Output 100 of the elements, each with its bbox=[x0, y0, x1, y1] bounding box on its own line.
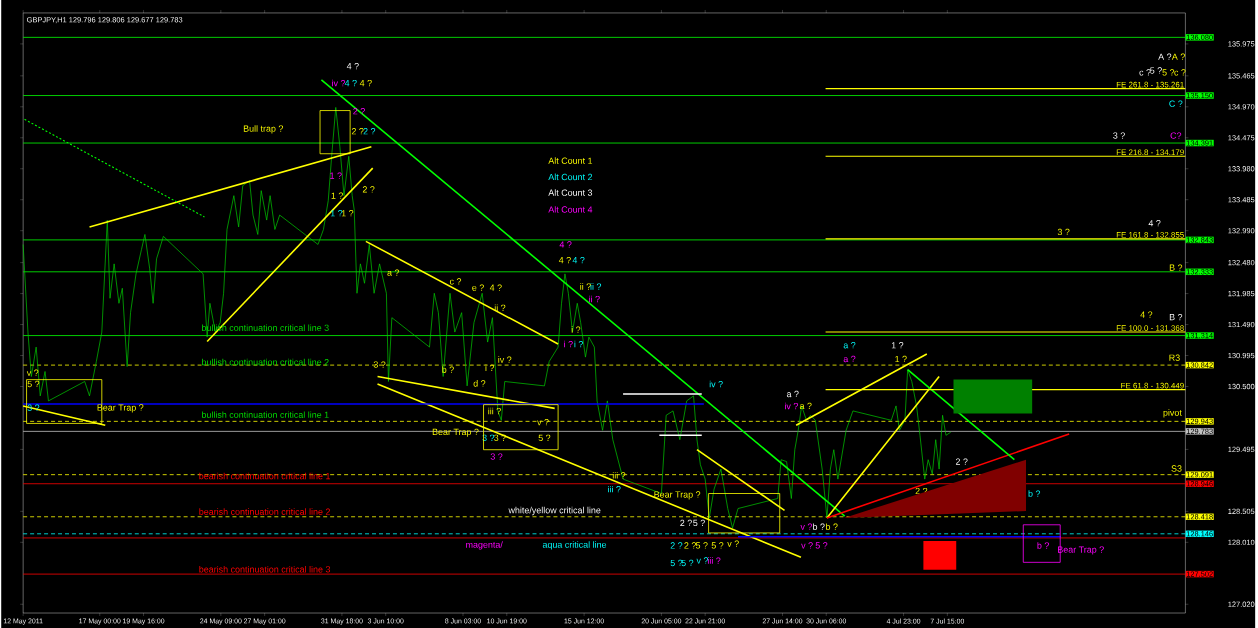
annotation: 5 ? bbox=[670, 559, 683, 567]
annotation: 5 ? bbox=[815, 542, 828, 549]
annotation: 2 ? bbox=[670, 542, 683, 549]
annotation: 2 ? bbox=[351, 128, 364, 135]
annotation: a ? bbox=[387, 269, 400, 276]
annotation: Bull trap ? bbox=[243, 125, 284, 134]
annotation: 1 ? bbox=[341, 209, 354, 217]
line-series bbox=[22, 107, 952, 529]
annotation: 5 ? bbox=[1162, 69, 1175, 76]
annotation: iii ? bbox=[608, 485, 621, 493]
annotation: ii ? bbox=[590, 283, 602, 290]
annotation: Alt Count 1 bbox=[548, 157, 593, 164]
annotation: 4 ? bbox=[346, 62, 359, 70]
annotation: 5 ? bbox=[711, 542, 724, 549]
annotation: 1 ? bbox=[330, 209, 343, 217]
annotation: bullish continuation critical line 2 bbox=[202, 358, 329, 366]
annotation: 4 ? bbox=[572, 256, 585, 264]
annotation: Alt Count 4 bbox=[548, 206, 593, 213]
annotation: 1 ? bbox=[895, 355, 907, 363]
annotation: a ? bbox=[843, 355, 856, 363]
annotation: B ? bbox=[1169, 313, 1183, 321]
annotation: 2 ? bbox=[362, 186, 375, 193]
annotation: i ? bbox=[485, 364, 495, 371]
annotation: Bear Trap ? bbox=[432, 428, 479, 437]
annotation: Alt Count 2 bbox=[548, 173, 593, 181]
annotation: 4 ? bbox=[359, 79, 372, 87]
annotation: B ? bbox=[1169, 264, 1183, 271]
annotation: 3 ? bbox=[490, 453, 503, 460]
annotation: 4 ? bbox=[559, 241, 572, 248]
annotation: i ? bbox=[571, 326, 581, 333]
annotation: b ? bbox=[813, 523, 825, 530]
annotation: 5 ? bbox=[27, 380, 40, 388]
annotation: ii ? bbox=[589, 295, 600, 303]
annotation: 2 ? bbox=[684, 542, 696, 549]
annotation: white/yellow critical line bbox=[508, 506, 601, 516]
annotation: i ? bbox=[574, 340, 583, 348]
annotation: bearish continuation critical line 1 bbox=[199, 472, 330, 480]
annotation: b ? bbox=[1028, 490, 1041, 497]
annotation: R3 bbox=[1169, 354, 1180, 361]
annotation: 4 ? bbox=[489, 284, 502, 291]
annotation: 4 ? bbox=[1140, 311, 1153, 318]
annotation: magenta/ bbox=[466, 541, 503, 550]
annotation: 3 ? bbox=[482, 434, 495, 441]
annotation: 3 ? bbox=[1057, 228, 1070, 236]
annotation: C? bbox=[1170, 132, 1182, 139]
annotation: e ? bbox=[472, 284, 484, 291]
annotation: a ? bbox=[843, 341, 856, 349]
annotation: 3 ? bbox=[373, 361, 386, 368]
annotation: a ? bbox=[799, 402, 812, 410]
annotation: ii ? bbox=[580, 283, 591, 290]
annotation: v ? bbox=[727, 540, 739, 547]
annotation: c ? bbox=[449, 278, 462, 285]
annotation: bearish continuation critical line 2 bbox=[199, 508, 330, 515]
annotation: S3 bbox=[1171, 465, 1182, 472]
annotation: v ? bbox=[26, 369, 39, 376]
annotation: 1 ? bbox=[891, 342, 904, 349]
annotation: bearish continuation critical line 3 bbox=[199, 565, 331, 573]
annotation: iii ? bbox=[707, 557, 721, 564]
annotation: 2 ? bbox=[363, 128, 376, 135]
annotation: v ? bbox=[801, 542, 813, 549]
annotation: 5 ? bbox=[538, 434, 551, 441]
annotation: v ? bbox=[800, 523, 813, 530]
annotation: c ? bbox=[1139, 69, 1151, 76]
annotation: 2 ? bbox=[915, 487, 928, 495]
annotation: A ? bbox=[1171, 53, 1185, 60]
annotation: iv ? bbox=[332, 79, 346, 87]
annotation: i ? bbox=[564, 340, 573, 348]
annotation: v ? bbox=[537, 418, 549, 426]
annotation: iv ? bbox=[709, 380, 723, 388]
annotation: 4 ? bbox=[558, 256, 571, 264]
annotation: 1 ? bbox=[331, 192, 344, 199]
annotation: 4 ? bbox=[1148, 220, 1161, 227]
annotation: 3 ? bbox=[1113, 132, 1125, 139]
annotation: aqua critical line bbox=[542, 541, 607, 550]
annotation: 5 ? bbox=[1150, 67, 1162, 74]
annotation: A ? bbox=[1158, 53, 1172, 60]
annotation: b ? bbox=[826, 523, 838, 530]
annotation: 5 ? bbox=[681, 559, 694, 567]
annotation: c ? bbox=[1174, 69, 1186, 76]
annotation: 5 ? bbox=[693, 519, 705, 527]
annotation: Alt Count 3 bbox=[548, 189, 593, 196]
annotation: iv ? bbox=[498, 356, 512, 363]
annotation: v ? bbox=[696, 557, 709, 564]
annotation: pivot bbox=[1163, 409, 1182, 418]
annotation: Bear Trap ? bbox=[97, 404, 144, 413]
annotation: 2 ? bbox=[955, 458, 968, 465]
annotation: 1 ? bbox=[330, 172, 342, 179]
annotation: iii ? bbox=[488, 407, 501, 415]
annotation: iii ? bbox=[612, 472, 626, 479]
annotation: b ? bbox=[1037, 542, 1049, 549]
annotation: 2 ? bbox=[680, 519, 692, 526]
annotation: iv ? bbox=[785, 402, 798, 410]
annotation: 4 ? bbox=[344, 79, 357, 87]
annotation: b ? bbox=[442, 366, 454, 373]
annotation: 3 ? bbox=[27, 404, 40, 411]
annotation: 5 ? bbox=[695, 542, 708, 549]
annotation: bullish continuation critical line 1 bbox=[202, 411, 329, 418]
annotation: a ? bbox=[786, 390, 799, 398]
annotation: Bear Trap ? bbox=[654, 491, 701, 500]
annotation: 2 ? bbox=[353, 108, 365, 115]
